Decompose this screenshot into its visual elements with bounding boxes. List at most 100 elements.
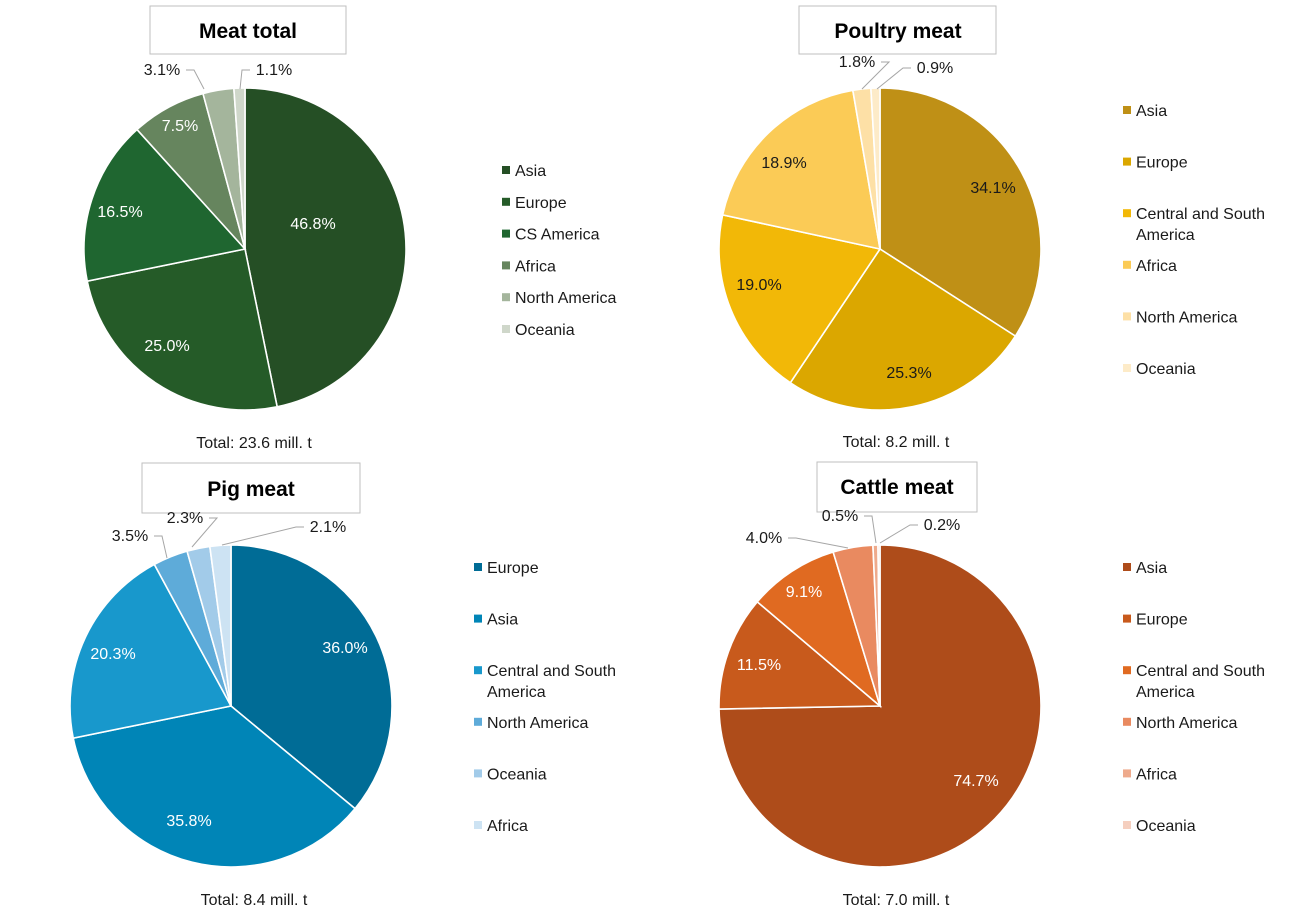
- data-label-asia: 34.1%: [970, 180, 1015, 197]
- pie-slice-asia: [244, 87, 407, 408]
- legend-swatch: [1123, 614, 1131, 623]
- legend-swatch: [474, 821, 482, 829]
- legend-item-central-and-south-america: Central and South America: [1123, 663, 1265, 701]
- legend-label: CS America: [515, 227, 600, 244]
- legend-item-europe: Europe: [502, 195, 567, 212]
- legend-item-africa: Africa: [474, 818, 528, 835]
- pie-slice-cs-america: [83, 128, 247, 283]
- legend-swatch: [474, 563, 482, 571]
- legend-item-asia: Asia: [1123, 103, 1167, 120]
- data-label-north-america: 3.1%: [144, 62, 180, 79]
- legend-label: Asia: [1136, 103, 1167, 120]
- legend-label: Asia: [487, 612, 518, 629]
- legend-poultry-meat: Asia Europe Central and South America Africa…: [1123, 103, 1265, 378]
- total-label: Total: 23.6 mill. t: [196, 435, 312, 452]
- panel-poultry-meat: Poultry meat 34.1% 25.3% 19.0% 18.9% 1.8% 0.9…: [718, 5, 1265, 451]
- leader-line: [191, 517, 219, 548]
- legend-item-oceania: Oceania: [474, 766, 547, 783]
- legend-swatch: [1123, 563, 1131, 571]
- legend-item-europe: Europe: [474, 560, 539, 577]
- leader-line: [186, 69, 205, 90]
- legend-swatch: [502, 166, 510, 174]
- data-label-africa: 7.5%: [162, 118, 198, 135]
- data-label-africa: 0.5%: [822, 508, 858, 525]
- legend-item-central-and-south-america: Central and South America: [474, 663, 616, 701]
- data-label-central-and-south-america: 20.3%: [90, 646, 135, 663]
- legend-item-central-and-south-america: Central and South America: [1123, 206, 1265, 244]
- chart-title: Poultry meat: [834, 20, 961, 43]
- data-label-oceania: 0.2%: [924, 517, 960, 534]
- panel-meat-total: Meat total 46.8% 25.0% 16.5% 7.5% 3.1% 1.1% A…: [83, 5, 616, 452]
- data-label-cs-america: 16.5%: [97, 204, 142, 221]
- legend-swatch: [1123, 106, 1131, 114]
- legend-label: Oceania: [1136, 361, 1196, 378]
- leader-line: [876, 67, 911, 90]
- pie-slice-oceania: [233, 87, 246, 250]
- chart-title-box: [816, 461, 978, 513]
- legend-label: Oceania: [515, 322, 575, 339]
- legend-swatch: [1123, 666, 1131, 675]
- legend-item-africa: Africa: [1123, 258, 1177, 275]
- legend-label: Oceania: [1136, 818, 1196, 835]
- legend-item-europe: Europe: [1123, 612, 1188, 629]
- legend-swatch: [474, 666, 482, 675]
- legend-label: Europe: [1136, 155, 1188, 172]
- data-label-oceania: 2.3%: [167, 510, 203, 527]
- panel-pig-meat: Pig meat 36.0% 35.8% 20.3% 3.5% 2.3% 2.1% Eur…: [69, 462, 616, 909]
- legend-swatch: [1123, 260, 1131, 269]
- legend-item-north-america: North America: [502, 290, 616, 307]
- data-label-asia: 74.7%: [953, 773, 998, 790]
- data-label-africa: 18.9%: [761, 155, 806, 172]
- data-label-europe: 36.0%: [322, 640, 367, 657]
- leader-line: [154, 535, 168, 559]
- pie-slice-oceania: [877, 544, 881, 707]
- legend-swatch: [1123, 821, 1131, 829]
- data-label-north-america: 1.8%: [839, 54, 875, 71]
- legend-label: North America: [1136, 309, 1237, 326]
- data-label-oceania: 1.1%: [256, 62, 292, 79]
- leader-line: [864, 515, 877, 544]
- legend-swatch: [474, 717, 482, 726]
- pie-slice-oceania: [870, 87, 881, 250]
- legend-item-oceania: Oceania: [1123, 361, 1196, 378]
- data-label-north-america: 4.0%: [746, 530, 782, 547]
- legend-label: North America: [515, 290, 616, 307]
- legend-swatch: [502, 293, 510, 302]
- legend-label: North America: [487, 715, 588, 732]
- leader-line: [861, 61, 891, 90]
- chart-title-box: [141, 462, 361, 514]
- pie-slice-central-and-south-america: [718, 213, 882, 384]
- legend-label: North America: [1136, 715, 1237, 732]
- leader-line: [221, 526, 304, 546]
- pie-slice-africa: [208, 544, 232, 707]
- legend-item-asia: Asia: [502, 163, 546, 180]
- legend-item-asia: Asia: [474, 612, 518, 629]
- pie-meat-total: 46.8% 25.0% 16.5% 7.5% 3.1% 1.1%: [83, 62, 407, 411]
- leader-line: [788, 537, 849, 549]
- legend-swatch: [1123, 209, 1131, 218]
- legend-item-africa: Africa: [1123, 766, 1177, 783]
- legend-label: Africa: [1136, 258, 1177, 275]
- pie-slice-central-and-south-america: [69, 563, 233, 740]
- legend-item-north-america: North America: [1123, 715, 1237, 732]
- pie-cattle-meat: 74.7% 11.5% 9.1% 4.0% 0.5% 0.2%: [718, 508, 1042, 868]
- legend-swatch: [502, 325, 510, 333]
- legend-label: Europe: [487, 560, 539, 577]
- legend-label: Central and South America: [1136, 206, 1265, 244]
- total-label: Total: 8.2 mill. t: [843, 434, 950, 451]
- legend-meat-total: Asia Europe CS America Africa North America O…: [502, 163, 616, 339]
- legend-item-europe: Europe: [1123, 155, 1188, 172]
- pie-pig-meat: 36.0% 35.8% 20.3% 3.5% 2.3% 2.1%: [69, 510, 393, 868]
- legend-swatch: [474, 614, 482, 623]
- legend-label: Oceania: [487, 766, 547, 783]
- legend-item-cs-america: CS America: [502, 227, 600, 244]
- legend-label: Africa: [515, 258, 556, 275]
- total-label: Total: 7.0 mill. t: [843, 892, 950, 909]
- legend-item-asia: Asia: [1123, 560, 1167, 577]
- total-label: Total: 8.4 mill. t: [201, 892, 308, 909]
- legend-label: Europe: [1136, 612, 1188, 629]
- legend-swatch: [502, 197, 510, 206]
- legend-item-africa: Africa: [502, 258, 556, 275]
- legend-label: Central and South America: [1136, 663, 1265, 701]
